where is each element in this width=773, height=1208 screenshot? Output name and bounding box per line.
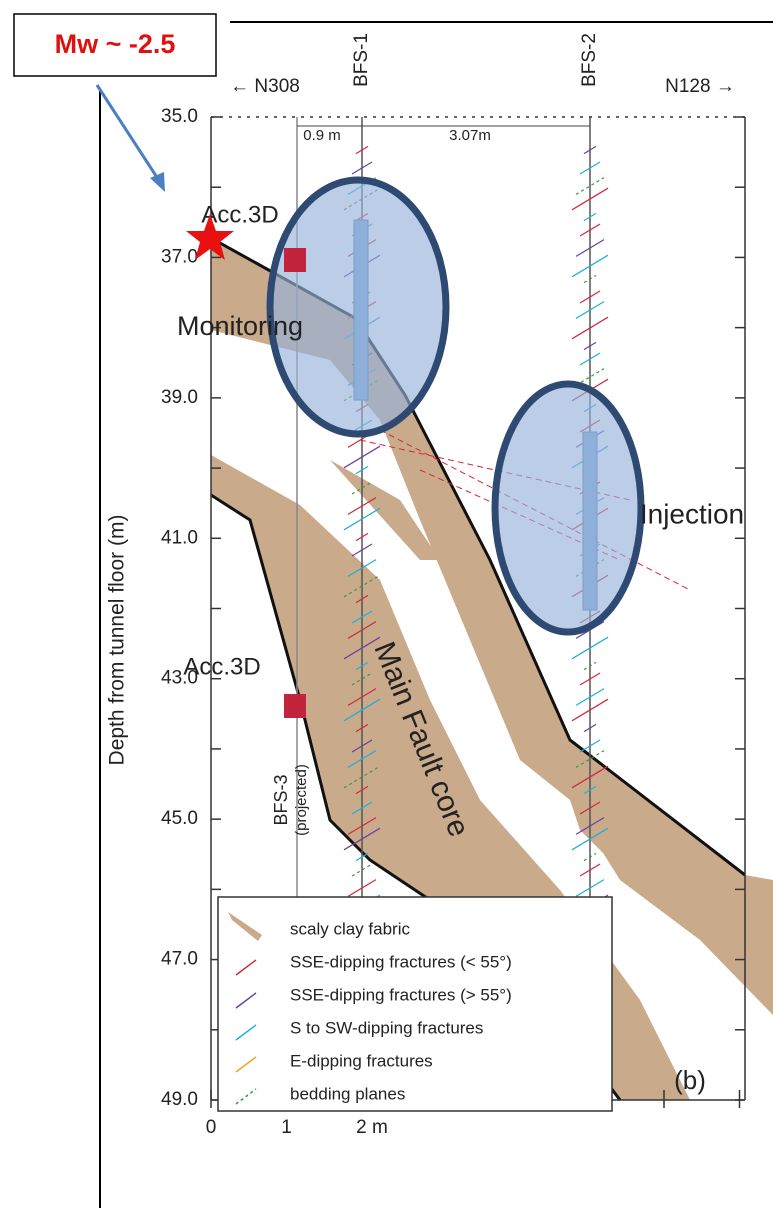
y-tick-label: 41.0	[161, 527, 198, 548]
y-tick-label: 35.0	[161, 106, 198, 127]
direction-left: ← N308	[230, 76, 300, 97]
injection-oval	[495, 384, 641, 632]
monitoring-label: Monitoring	[177, 311, 303, 341]
legend-label: bedding planes	[290, 1084, 405, 1103]
borehole-label: BFS-1	[351, 33, 372, 87]
distance-label: 0.9 m	[303, 127, 341, 144]
y-tick-label: 39.0	[161, 387, 198, 408]
monitoring-oval	[270, 180, 446, 434]
injection-label: Injection	[640, 498, 744, 529]
sensor-label: Acc.3D	[183, 653, 260, 680]
borehole-label: BFS-3	[271, 774, 291, 825]
panel-label: (b)	[674, 1065, 706, 1095]
y-axis-title: Depth from tunnel floor (m)	[106, 515, 129, 766]
y-tick-label: 49.0	[161, 1089, 198, 1110]
callout-label: Mw ~ -2.5	[55, 29, 176, 59]
x-tick-label: 1	[281, 1117, 292, 1138]
x-tick-label: 0	[206, 1117, 217, 1138]
callout-arrowhead	[150, 172, 165, 192]
figure: 35.037.039.041.043.045.047.049.0012 m sc…	[0, 0, 773, 1208]
legend-label: E-dipping fractures	[290, 1051, 433, 1070]
sensor	[284, 694, 306, 718]
y-tick-label: 45.0	[161, 808, 198, 829]
callout-arrow	[97, 85, 160, 182]
legend-label: SSE-dipping fractures (> 55°)	[290, 985, 512, 1004]
borehole-label: BFS-2	[579, 33, 600, 87]
borehole-note: (projected)	[293, 764, 310, 836]
distance-label: 3.07m	[449, 127, 491, 144]
direction-right: N128 →	[665, 76, 735, 97]
legend-label: scaly clay fabric	[290, 919, 410, 938]
y-tick-label: 37.0	[161, 246, 198, 267]
y-tick-label: 47.0	[161, 949, 198, 970]
legend-label: SSE-dipping fractures (< 55°)	[290, 952, 512, 971]
legend-label: S to SW-dipping fractures	[290, 1018, 483, 1037]
x-tick-label: 2 m	[356, 1117, 388, 1138]
sensor	[284, 248, 306, 272]
